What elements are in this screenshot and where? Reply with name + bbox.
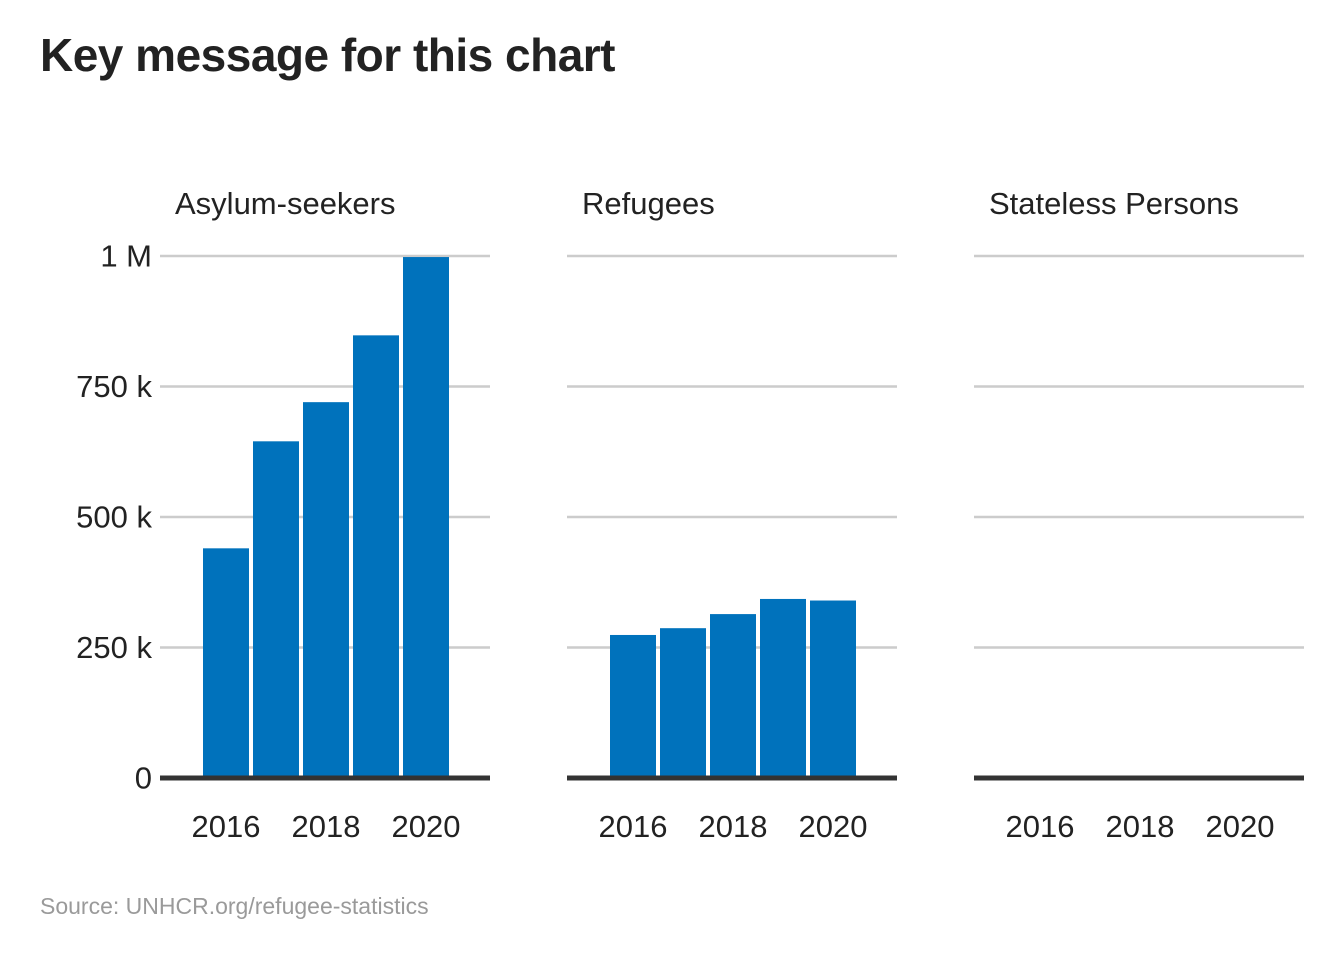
bar <box>660 628 706 778</box>
facet-title: Refugees <box>582 186 715 221</box>
chart-title: Key message for this chart <box>40 29 616 81</box>
facet-title: Stateless Persons <box>989 186 1239 221</box>
x-tick-label: 2020 <box>1206 809 1275 844</box>
x-tick-label: 2018 <box>1106 809 1175 844</box>
bar <box>403 257 449 778</box>
y-tick-label: 1 M <box>100 239 152 274</box>
bar <box>253 441 299 778</box>
facet-title: Asylum-seekers <box>175 186 396 221</box>
y-tick-label: 0 <box>135 761 152 796</box>
y-tick-label: 250 k <box>76 630 152 665</box>
y-tick-label: 750 k <box>76 369 152 404</box>
x-tick-label: 2020 <box>799 809 868 844</box>
bar <box>610 634 656 778</box>
y-tick-label: 500 k <box>76 500 152 535</box>
source-note: Source: UNHCR.org/refugee-statistics <box>40 893 429 919</box>
bar <box>810 600 856 778</box>
x-tick-label: 2020 <box>392 809 461 844</box>
bar <box>203 548 249 778</box>
x-tick-label: 2016 <box>192 809 261 844</box>
bar <box>353 335 399 778</box>
x-tick-label: 2018 <box>292 809 361 844</box>
bar <box>760 598 806 778</box>
x-tick-label: 2016 <box>1006 809 1075 844</box>
bar <box>303 402 349 778</box>
bar <box>710 614 756 778</box>
x-tick-label: 2018 <box>699 809 768 844</box>
x-tick-label: 2016 <box>599 809 668 844</box>
